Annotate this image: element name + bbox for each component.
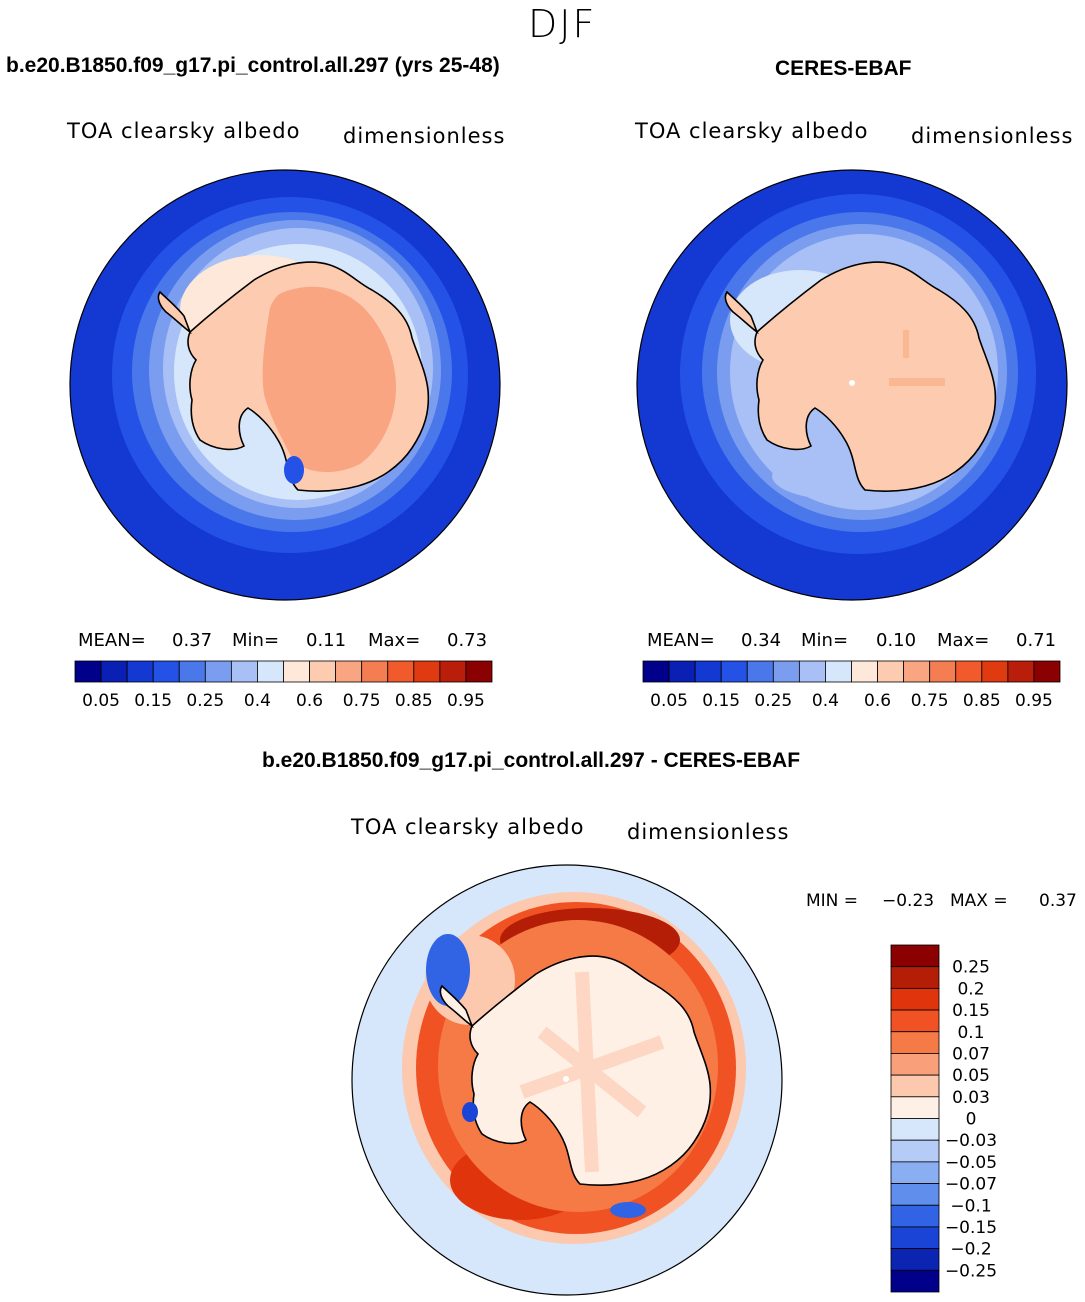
- cb3-tick-label-11: −0.1: [950, 1196, 991, 1216]
- cb3-swatch-9: [891, 1140, 939, 1162]
- cb1-swatch-8: [284, 661, 310, 682]
- panel2-map: [627, 160, 1077, 610]
- cb3-swatch-2: [891, 988, 939, 1010]
- cb1-tick-label-7: 0.95: [447, 691, 485, 711]
- cb3-tick-label-5: 0.05: [952, 1066, 990, 1086]
- cb3-swatch-6: [891, 1075, 939, 1097]
- cb1-swatch-15: [466, 661, 492, 682]
- cb2-tick-label-5: 0.75: [911, 691, 949, 711]
- cb3-tick-label-8: −0.03: [945, 1131, 997, 1151]
- cb3-tick-label-1: 0.2: [957, 979, 984, 999]
- cb2-swatch-4: [747, 661, 773, 682]
- cb3-swatch-11: [891, 1184, 939, 1206]
- cb3-swatch-1: [891, 967, 939, 989]
- cb1-tick-label-6: 0.85: [395, 691, 433, 711]
- cb2-swatch-3: [721, 661, 747, 682]
- cb2-swatch-5: [773, 661, 799, 682]
- panel1-map: [60, 160, 510, 610]
- cb2-swatch-9: [878, 661, 904, 682]
- cb1-swatch-7: [257, 661, 283, 682]
- cb1-tick-label-5: 0.75: [343, 691, 381, 711]
- cb3-swatch-4: [891, 1032, 939, 1054]
- cb3-tick-label-3: 0.1: [957, 1023, 984, 1043]
- maps-svg: 0.05 0.15 0.25 0.4 0.6 0.75 0.85 0.95 0.05 0.15 0…: [0, 0, 1085, 1302]
- cb3-tick-label-9: −0.05: [945, 1153, 997, 1173]
- cb2-swatch-11: [930, 661, 956, 682]
- cb2-swatch-13: [982, 661, 1008, 682]
- cb3-swatch-13: [891, 1227, 939, 1249]
- cb1-swatch-6: [231, 661, 257, 682]
- cb3-tick-label-14: −0.25: [945, 1261, 997, 1281]
- cb3-swatch-7: [891, 1097, 939, 1119]
- cb2-swatch-15: [1034, 661, 1060, 682]
- cb2-tick-label-7: 0.95: [1015, 691, 1053, 711]
- cb1-swatch-12: [388, 661, 414, 682]
- cb1-tick-label-4: 0.6: [296, 691, 323, 711]
- panel3-map: [342, 855, 792, 1302]
- cb2-swatch-6: [799, 661, 825, 682]
- cb1-swatch-9: [310, 661, 336, 682]
- cb2-swatch-2: [695, 661, 721, 682]
- cb1-swatch-3: [153, 661, 179, 682]
- cb3-swatch-5: [891, 1053, 939, 1075]
- cb3-tick-label-7: 0: [966, 1110, 977, 1130]
- cb1-tick-label-1: 0.15: [134, 691, 172, 711]
- cb3-tick-label-12: −0.15: [945, 1218, 997, 1238]
- cb3-tick-label-2: 0.15: [952, 1001, 990, 1021]
- cb1-tick-label-2: 0.25: [186, 691, 224, 711]
- cb1-swatch-0: [75, 661, 101, 682]
- cb1-swatch-4: [179, 661, 205, 682]
- cb3-tick-label-4: 0.07: [952, 1044, 990, 1064]
- cb3-tick-label-13: −0.2: [950, 1240, 991, 1260]
- cb2-swatch-0: [643, 661, 669, 682]
- cb2-tick-label-1: 0.15: [702, 691, 740, 711]
- cb2-tick-label-0: 0.05: [650, 691, 688, 711]
- cb1-swatch-10: [336, 661, 362, 682]
- cb1-swatch-13: [414, 661, 440, 682]
- cb2-swatch-1: [669, 661, 695, 682]
- cb1-swatch-5: [205, 661, 231, 682]
- cb2-swatch-10: [904, 661, 930, 682]
- figure-page: DJF b.e20.B1850.f09_g17.pi_control.all.2…: [0, 0, 1085, 1302]
- colorbar-panel2: 0.05 0.15 0.25 0.4 0.6 0.75 0.85 0.95: [643, 661, 1060, 711]
- cb1-swatch-14: [440, 661, 466, 682]
- cb2-swatch-12: [956, 661, 982, 682]
- cb2-swatch-14: [1008, 661, 1034, 682]
- cb2-tick-label-4: 0.6: [864, 691, 891, 711]
- cb3-swatch-3: [891, 1010, 939, 1032]
- cb3-swatch-10: [891, 1162, 939, 1184]
- cb2-swatch-8: [852, 661, 878, 682]
- cb2-swatch-7: [825, 661, 851, 682]
- cb3-swatch-15: [891, 1270, 939, 1292]
- cb1-swatch-1: [101, 661, 127, 682]
- colorbar-diff: 0.250.20.150.10.070.050.030−0.03−0.05−0.…: [891, 945, 997, 1292]
- cb2-tick-label-6: 0.85: [963, 691, 1001, 711]
- cb3-tick-label-0: 0.25: [952, 958, 990, 978]
- cb2-tick-label-3: 0.4: [812, 691, 839, 711]
- cb2-tick-label-2: 0.25: [754, 691, 792, 711]
- cb3-tick-label-6: 0.03: [952, 1088, 990, 1108]
- cb3-tick-label-10: −0.07: [945, 1175, 997, 1195]
- colorbar-panel1: 0.05 0.15 0.25 0.4 0.6 0.75 0.85 0.95: [75, 661, 492, 711]
- cb3-swatch-8: [891, 1119, 939, 1141]
- cb1-swatch-11: [362, 661, 388, 682]
- cb1-tick-label-3: 0.4: [244, 691, 271, 711]
- cb1-tick-label-0: 0.05: [82, 691, 120, 711]
- cb3-swatch-12: [891, 1205, 939, 1227]
- cb3-swatch-0: [891, 945, 939, 967]
- cb3-swatch-14: [891, 1249, 939, 1271]
- cb1-swatch-2: [127, 661, 153, 682]
